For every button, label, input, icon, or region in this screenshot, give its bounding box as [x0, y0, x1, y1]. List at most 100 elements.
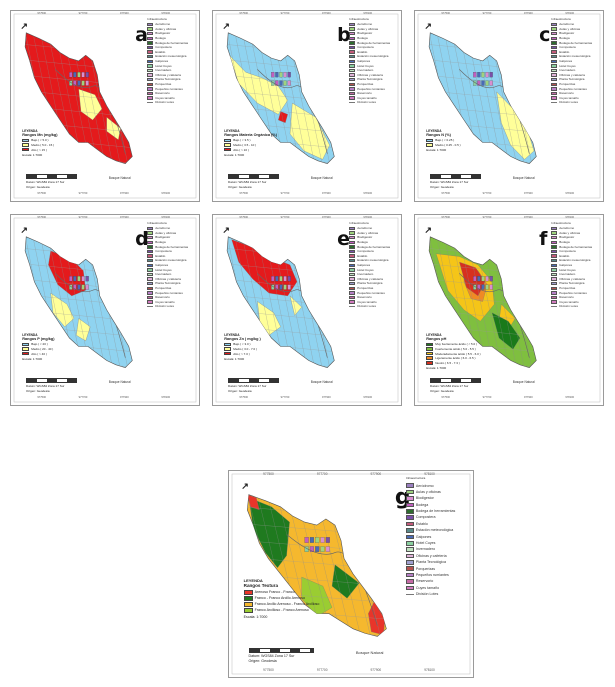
building-symbol — [271, 72, 275, 78]
legend-swatch — [551, 282, 558, 286]
legend-swatch — [349, 91, 356, 96]
bosque-natural-label: Bosque Natural — [355, 650, 384, 656]
infrastructure-legend-label: Reservorio — [357, 295, 372, 300]
lot-division-line-swatch — [349, 306, 356, 308]
infrastructure-legend-label: Pequeños rumiantes — [559, 86, 587, 91]
legend-swatch — [405, 508, 414, 514]
infrastructure-legend-item: Porquerizas — [405, 566, 455, 572]
infrastructure-legend-item: Cuyes tamaño — [349, 96, 390, 101]
infrastructure-legend-item: Bodega — [405, 502, 455, 508]
map-panel-b: ↗ b Infraestructura Aeródromo Aulas y oficin… — [212, 10, 402, 202]
coordinate-tick: 977700 — [482, 396, 492, 400]
bosque-natural-label: Bosque Natural — [310, 176, 333, 181]
infrastructure-legend-label: Porquerizas — [155, 286, 172, 290]
legend-swatch — [147, 259, 154, 263]
legend-swatch — [147, 263, 154, 268]
legend-swatch — [147, 64, 154, 68]
infrastructure-legend-item: Aulas y oficinas — [551, 231, 592, 236]
coordinate-tick: 977500 — [263, 472, 274, 476]
range-legend-item: Bajo ( < 3.0 ) — [224, 342, 261, 347]
infrastructure-legend-title: Infraestructura — [349, 16, 369, 21]
coordinate-tick: 977500 — [37, 12, 46, 15]
infrastructure-legend-label: Cuyes tamaño — [559, 95, 579, 100]
infrastructure-legend-item: Hotel Cuyes — [349, 268, 390, 273]
infrastructure-legend-item: Biodigestor — [551, 235, 592, 240]
coordinate-tick: 977900 — [120, 12, 129, 15]
coordinate-tick: 978100 — [363, 12, 373, 15]
infrastructure-legend: Infraestructura Aeródromo Aulas y oficinas… — [405, 475, 455, 597]
infrastructure-legend-label: Compostera — [155, 249, 172, 254]
infrastructure-legend-item: Bodega — [551, 240, 592, 245]
infrastructure-legend-item: Cuyes tamaño — [147, 96, 188, 101]
building-symbol — [77, 276, 81, 282]
infrastructure-legend-label: Galpones — [155, 59, 169, 64]
range-swatch — [224, 138, 232, 143]
infrastructure-legend-item: Galpones — [551, 59, 592, 64]
range-class-label: Medio ( 20 - 40 ) — [31, 346, 54, 351]
infrastructure-legend-label: Aeródromo — [155, 22, 171, 27]
infrastructure-legend-item: Reservorio — [349, 91, 390, 96]
legend-swatch — [147, 291, 154, 295]
legend-swatch — [551, 36, 558, 41]
lot-division-line — [265, 241, 292, 368]
infrastructure-legend-label: Aulas y oficinas — [155, 230, 177, 235]
map-scale-text: Escala: 1:7000 — [224, 152, 245, 157]
infrastructure-legend-label: Oficinas y cafetería — [155, 72, 181, 77]
lot-division-line — [79, 241, 106, 368]
legend-swatch — [147, 82, 154, 86]
legend-swatch — [349, 249, 356, 254]
legend-swatch — [349, 27, 356, 31]
range-swatch — [243, 590, 253, 595]
legend-swatch — [551, 68, 558, 73]
infrastructure-legend-item: Aeródromo — [551, 226, 592, 231]
infrastructure-legend-label: Establo — [155, 253, 166, 258]
lot-division-line-swatch — [147, 102, 154, 104]
datum-text: Datum: WGS84 Zona 17 Sur — [26, 180, 65, 185]
legend-swatch — [405, 560, 414, 565]
infrastructure-legend-item: Aeródromo — [147, 22, 188, 27]
building-symbol — [481, 72, 485, 78]
legend-swatch — [349, 291, 356, 295]
infrastructure-legend-label: Galpones — [559, 59, 573, 64]
lot-division-legend-item: División Lotes — [551, 100, 592, 105]
infrastructure-legend-title: Infraestructura — [551, 16, 571, 21]
infrastructure-legend-label: Aulas y oficinas — [357, 26, 379, 31]
legend-swatch — [405, 528, 414, 533]
building-symbol — [287, 276, 291, 282]
building-symbol — [279, 276, 283, 282]
north-arrow-icon: ↗ — [241, 481, 249, 492]
building-symbol — [275, 80, 279, 86]
coordinate-tick: 977500 — [239, 12, 248, 15]
coordinate-tick: 977900 — [120, 396, 129, 400]
legend-swatch — [551, 236, 558, 240]
legend-swatch — [405, 483, 414, 488]
coordinate-tick: 977500 — [441, 192, 450, 196]
scale-bar — [26, 174, 77, 179]
coordinate-tick: 977700 — [280, 192, 290, 196]
legend-swatch — [551, 286, 558, 290]
infrastructure-legend-label: Invernadero — [357, 68, 374, 73]
legend-swatch — [349, 59, 356, 64]
lot-division-line — [467, 241, 494, 368]
infrastructure-legend-label: Establo — [357, 49, 368, 54]
lot-division-line — [63, 241, 90, 368]
scale-bar — [430, 174, 481, 179]
range-zone — [278, 111, 288, 124]
lot-division-line-swatch — [349, 102, 356, 104]
range-swatch — [224, 143, 232, 147]
infrastructure-legend-label: Estación meteorológica — [415, 528, 454, 533]
legend-swatch — [147, 87, 154, 91]
legend-swatch — [349, 240, 356, 245]
legend-swatch — [405, 502, 414, 508]
legend-swatch — [349, 263, 356, 268]
infrastructure-legend-label: Biodigestor — [559, 235, 575, 240]
infrastructure-legend-label: Invernadero — [559, 272, 576, 277]
range-swatch — [243, 596, 253, 601]
infrastructure-legend-item: Invernadero — [551, 68, 592, 73]
infrastructure-legend-item: Biodigestor — [349, 235, 390, 240]
range-swatch — [22, 143, 30, 147]
infrastructure-legend-item: Estación meteorológica — [349, 258, 390, 263]
infrastructure-legend-item: Porquerizas — [147, 286, 188, 291]
legend-swatch — [551, 291, 558, 295]
legend-swatch — [551, 226, 558, 231]
